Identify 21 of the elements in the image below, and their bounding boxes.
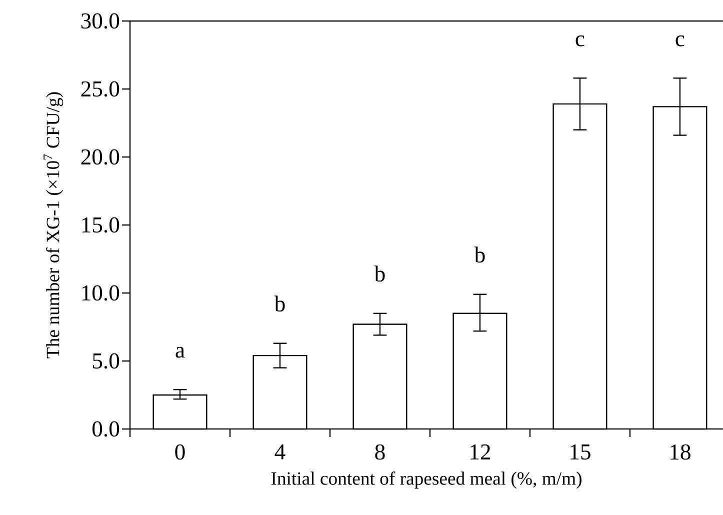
x-tick-label: 4 [274, 444, 286, 460]
y-tick-label: 25.0 [81, 81, 120, 97]
x-tick-label: 12 [470, 444, 490, 460]
y-tick-label: 10.0 [82, 285, 120, 301]
annotation: b [374, 266, 385, 282]
x-tick-label: 8 [375, 444, 385, 460]
y-tick-label: 5.0 [92, 353, 120, 369]
x-tick-label: 0 [175, 444, 185, 460]
y-tick-label: 30.0 [81, 13, 120, 29]
y-tick-label: 15.0 [82, 217, 120, 233]
annotation: b [274, 296, 285, 312]
annotation: a [176, 346, 185, 358]
y-axis-title: The number of XG-1 (×10$^{7}$ CFU/g) [44, 92, 64, 358]
y-tick-label: 20.0 [81, 149, 120, 165]
annotation: c [576, 35, 584, 46]
x-tick-label: 15 [570, 444, 590, 460]
y-tick-label: 0.0 [92, 421, 120, 437]
annotation: b [474, 246, 485, 263]
annotation: c [676, 35, 684, 46]
x-axis-title: Initial content of rapeseed meal (%, m/m) [271, 471, 582, 489]
x-tick-label: 18 [670, 444, 690, 460]
